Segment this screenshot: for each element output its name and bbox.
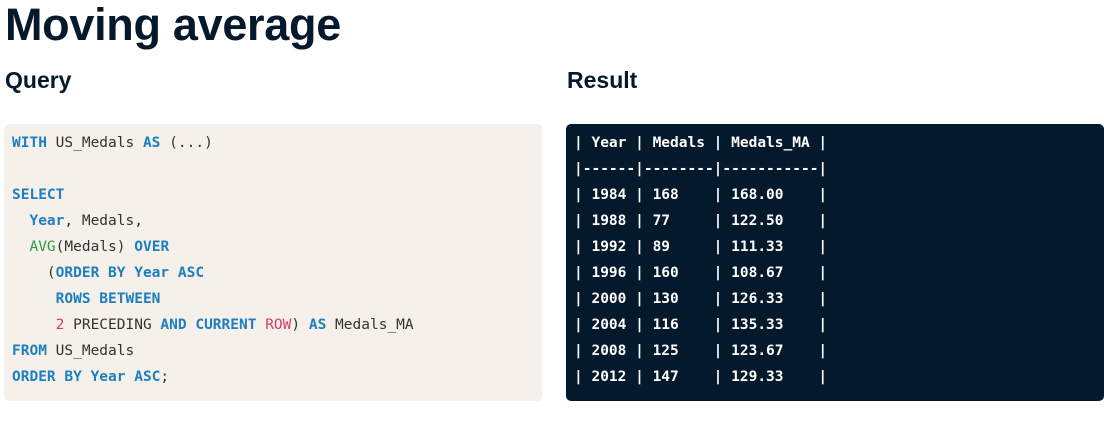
result-row: | 1988 | 77 | 122.50 | <box>574 213 828 229</box>
query-line: AVG(Medals) OVER <box>12 237 534 263</box>
query-line: ORDER BY Year ASC; <box>12 367 534 393</box>
query-heading: Query <box>5 67 72 93</box>
code-token: ROW <box>265 317 292 333</box>
code-token: AND CURRENT <box>160 317 257 333</box>
result-row: | 2008 | 125 | 123.67 | <box>574 343 828 359</box>
result-row: | 2004 | 116 | 135.33 | <box>574 317 828 333</box>
code-token: ; <box>160 369 170 385</box>
result-row: | 2000 | 130 | 126.33 | <box>574 291 828 307</box>
code-token: Medals_MA <box>326 317 414 333</box>
code-token: (...) <box>160 135 213 151</box>
query-line <box>12 159 534 185</box>
code-token: OVER <box>134 239 170 255</box>
result-row: | 1984 | 168 | 168.00 | <box>574 187 828 203</box>
result-row: | 1992 | 89 | 111.33 | <box>574 239 828 255</box>
result-row: | 1996 | 160 | 108.67 | <box>574 265 828 281</box>
code-token: (Medals) <box>55 239 135 255</box>
code-token: PRECEDING <box>64 317 161 333</box>
code-token: WITH <box>12 135 47 151</box>
result-row: | 2012 | 147 | 129.33 | <box>574 369 828 385</box>
page-title: Moving average <box>5 0 341 50</box>
query-line: ROWS BETWEEN <box>12 289 534 315</box>
query-line: FROM US_Medals <box>12 341 534 367</box>
code-token: FROM <box>12 343 47 359</box>
code-token <box>256 317 265 333</box>
code-token: AS <box>142 135 161 151</box>
query-line: Year, Medals, <box>12 211 534 237</box>
code-token: ORDER BY Year ASC <box>55 265 205 281</box>
result-header-row: | Year | Medals | Medals_MA | <box>574 135 828 151</box>
query-line: 2 PRECEDING AND CURRENT ROW) AS Medals_M… <box>12 315 534 341</box>
code-token: , Medals, <box>64 213 143 229</box>
code-token: US_Medals <box>46 343 135 359</box>
result-output-block: | Year | Medals | Medals_MA | |------|---… <box>566 124 1104 401</box>
code-token: AVG <box>29 239 56 255</box>
code-token <box>12 317 56 333</box>
code-token <box>12 213 29 229</box>
code-token: AS <box>308 317 327 333</box>
code-token: SELECT <box>12 187 65 203</box>
code-token: ) <box>291 317 309 333</box>
code-token: ORDER BY Year ASC <box>12 369 161 385</box>
code-token <box>12 239 29 255</box>
code-token <box>12 291 56 307</box>
result-separator-row: |------|--------|-----------| <box>574 161 828 177</box>
code-token: ROWS BETWEEN <box>55 291 161 307</box>
result-heading: Result <box>567 67 638 93</box>
query-line: SELECT <box>12 185 534 211</box>
code-token: ( <box>12 265 56 281</box>
code-token: US_Medals <box>46 135 143 151</box>
query-line: WITH US_Medals AS (...) <box>12 133 534 159</box>
query-line: (ORDER BY Year ASC <box>12 263 534 289</box>
code-token: 2 <box>55 317 65 333</box>
code-token: Year <box>29 213 65 229</box>
query-code-block: WITH US_Medals AS (...) SELECT Year, Meda… <box>4 124 542 401</box>
